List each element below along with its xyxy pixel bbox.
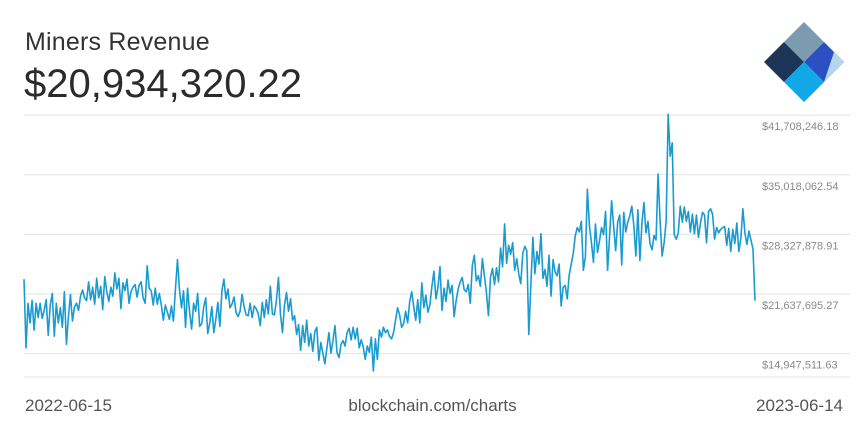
- y-axis-labels: $14,947,511.63 $21,637,695.27 $28,327,878.…: [762, 121, 838, 371]
- y-tick-label: $14,947,511.63: [762, 360, 838, 372]
- blockchain-logo-icon: [764, 22, 844, 102]
- series-line: [23, 113, 756, 372]
- start-date: 2022-06-15: [25, 396, 112, 415]
- chart-title: Miners Revenue: [25, 28, 210, 56]
- y-tick-label: $35,018,062.54: [762, 181, 838, 193]
- y-tick-label: $41,708,246.18: [762, 121, 838, 133]
- end-date: 2023-06-14: [756, 396, 843, 415]
- grid-lines: [24, 114, 850, 378]
- y-tick-label: $28,327,878.91: [762, 240, 838, 252]
- current-value: $20,934,320.22: [24, 62, 303, 106]
- y-tick-label: $21,637,695.27: [762, 300, 838, 312]
- source-link[interactable]: blockchain.com/charts: [348, 396, 517, 415]
